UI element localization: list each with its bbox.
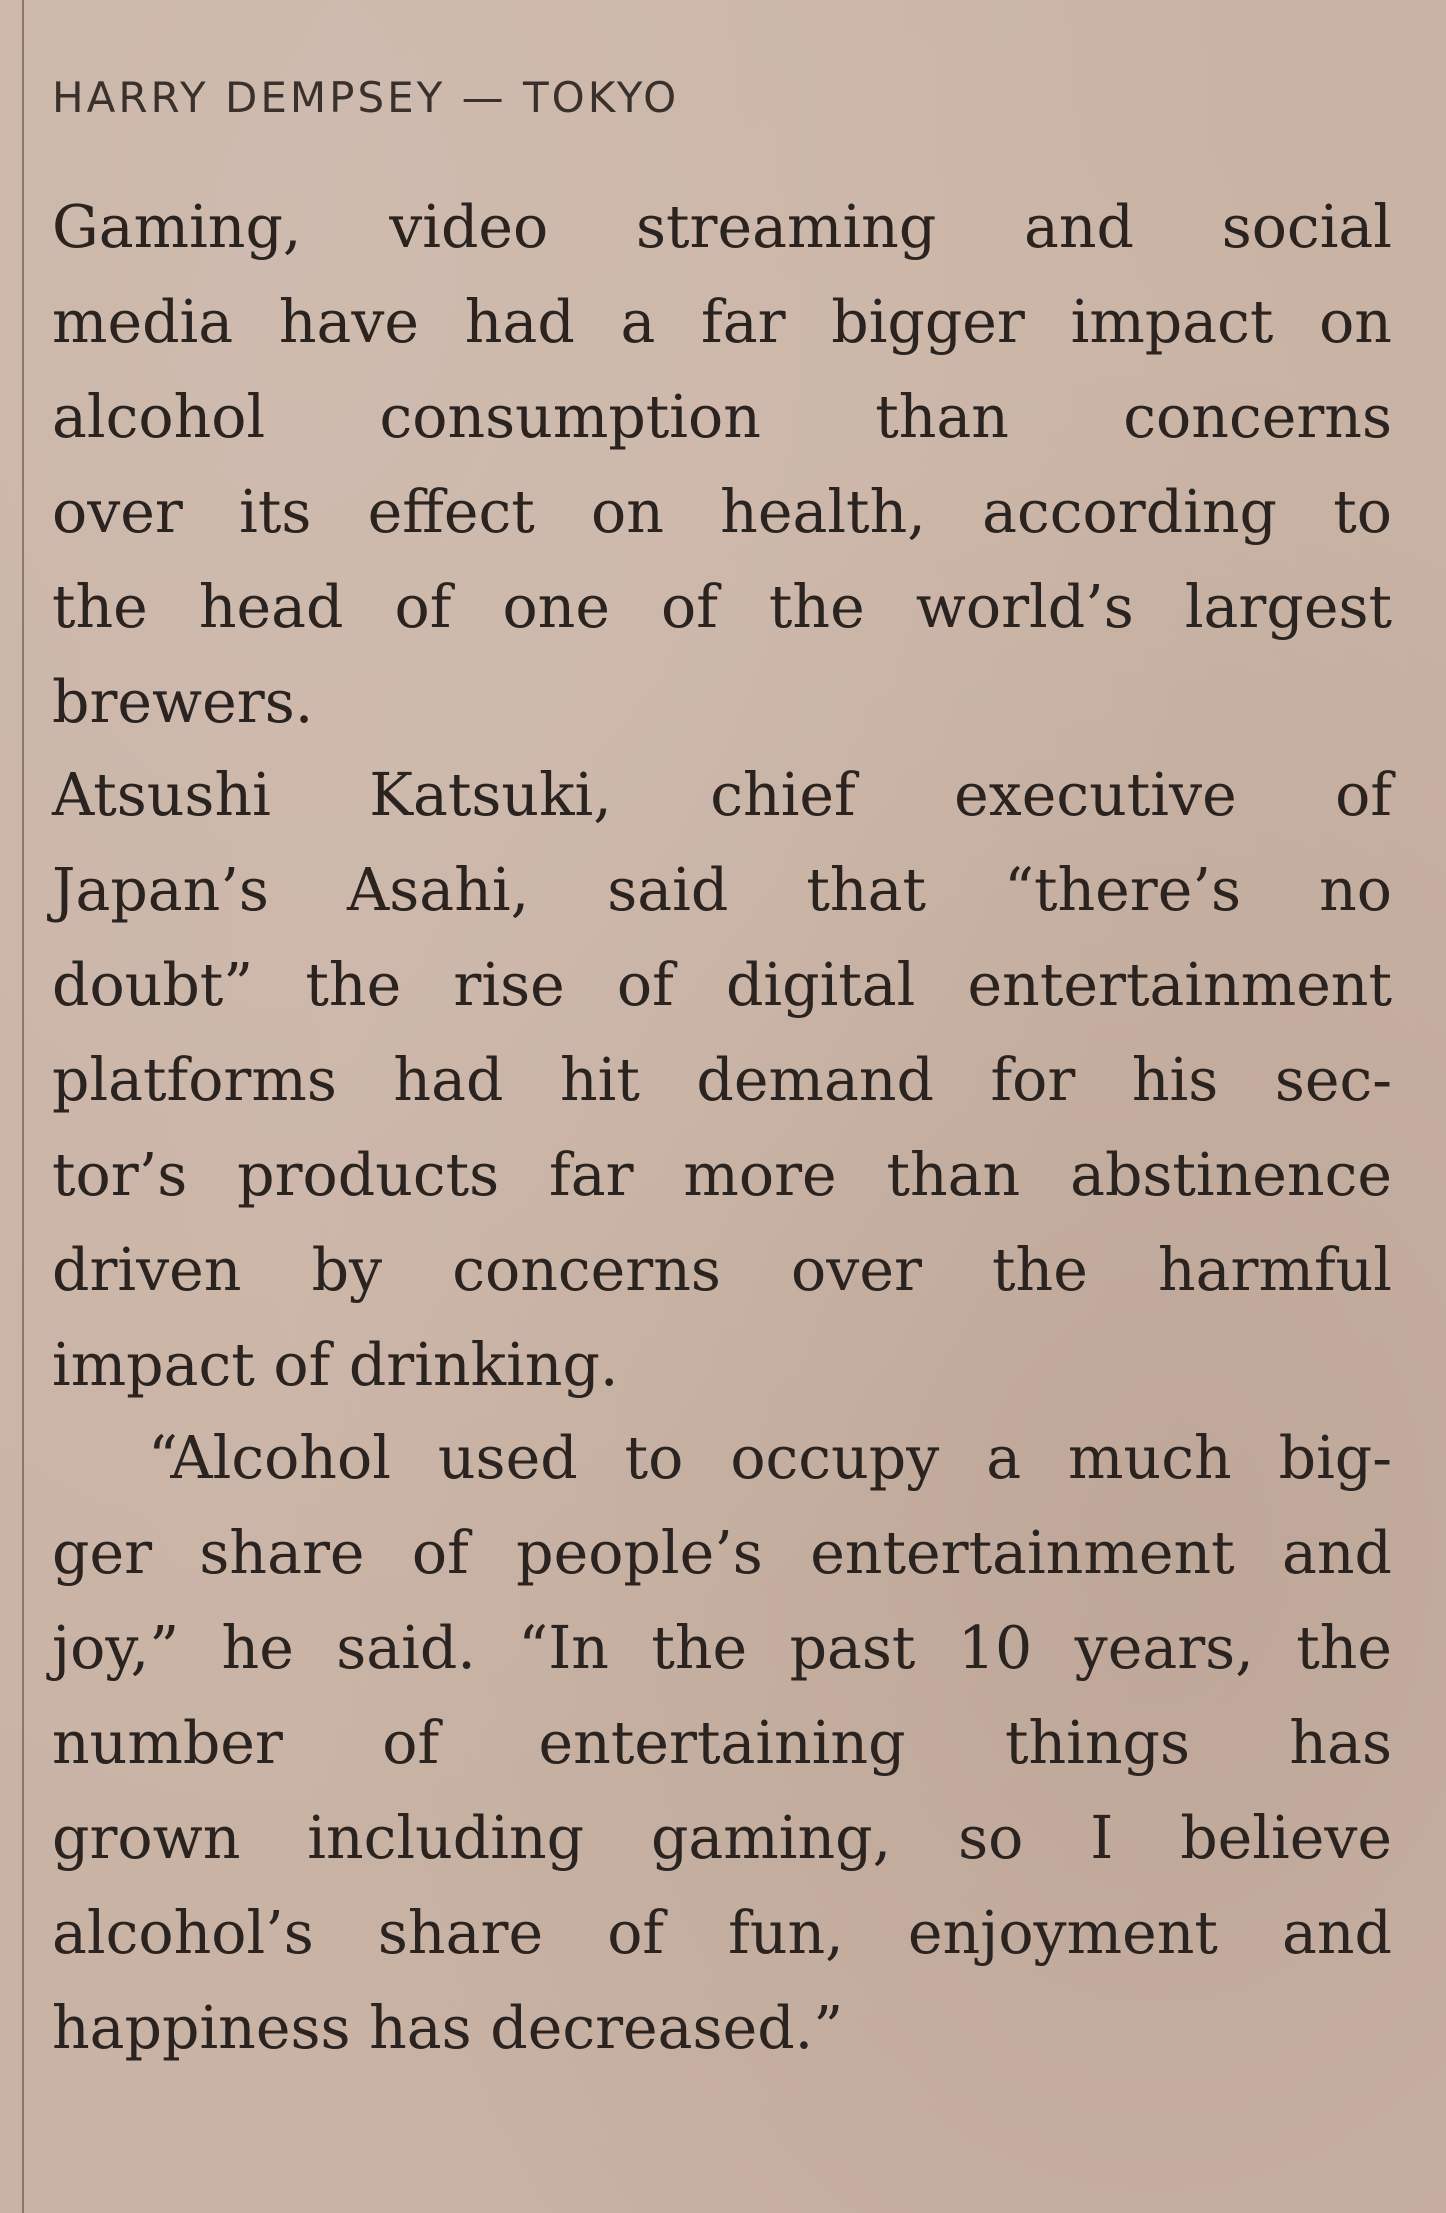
newspaper-clipping: HARRY DEMPSEY — TOKYO Gaming, video stre… xyxy=(52,72,1392,2074)
text-line: brewers. xyxy=(52,668,314,736)
text-line: driven by concerns over the harmful xyxy=(52,1236,1392,1304)
byline-separator: — xyxy=(461,73,507,122)
paragraph-1: Gaming, video streaming and social media… xyxy=(52,180,1392,750)
text-line: Gaming, video streaming and social xyxy=(52,193,1392,261)
text-line: happiness has decreased.” xyxy=(52,1994,844,2062)
text-line: number of entertaining things has xyxy=(52,1709,1392,1777)
text-line: joy,” he said. “In the past 10 years, th… xyxy=(52,1614,1392,1682)
byline-author: HARRY DEMPSEY xyxy=(52,73,446,122)
column-rule xyxy=(22,0,24,2213)
text-line: grown including gaming, so I believe xyxy=(52,1804,1392,1872)
text-line: alcohol’s share of fun, enjoyment and xyxy=(52,1899,1392,1967)
text-line: platforms had hit demand for his sec- xyxy=(52,1046,1392,1114)
text-line: tor’s products far more than abstinence xyxy=(52,1141,1392,1209)
text-line: media have had a far bigger impact on xyxy=(52,288,1392,356)
text-line: ger share of people’s entertainment and xyxy=(52,1519,1392,1587)
text-line: over its effect on health, according to xyxy=(52,478,1392,546)
text-line: doubt” the rise of digital entertainment xyxy=(52,951,1392,1019)
text-line: impact of drinking. xyxy=(52,1331,619,1399)
text-line: “Alcohol used to occupy a much big- xyxy=(148,1424,1392,1492)
paragraph-2: Atsushi Katsuki, chief executive of Japa… xyxy=(52,748,1392,1413)
text-line: Atsushi Katsuki, chief executive of xyxy=(52,761,1392,829)
text-line: Japan’s Asahi, said that “there’s no xyxy=(52,856,1392,924)
text-line: alcohol consumption than concerns xyxy=(52,383,1392,451)
byline-dateline: TOKYO xyxy=(523,73,680,122)
text-line: the head of one of the world’s largest xyxy=(52,573,1392,641)
paragraph-3: “Alcohol used to occupy a much big- ger … xyxy=(52,1411,1392,2076)
byline: HARRY DEMPSEY — TOKYO xyxy=(52,72,1392,124)
